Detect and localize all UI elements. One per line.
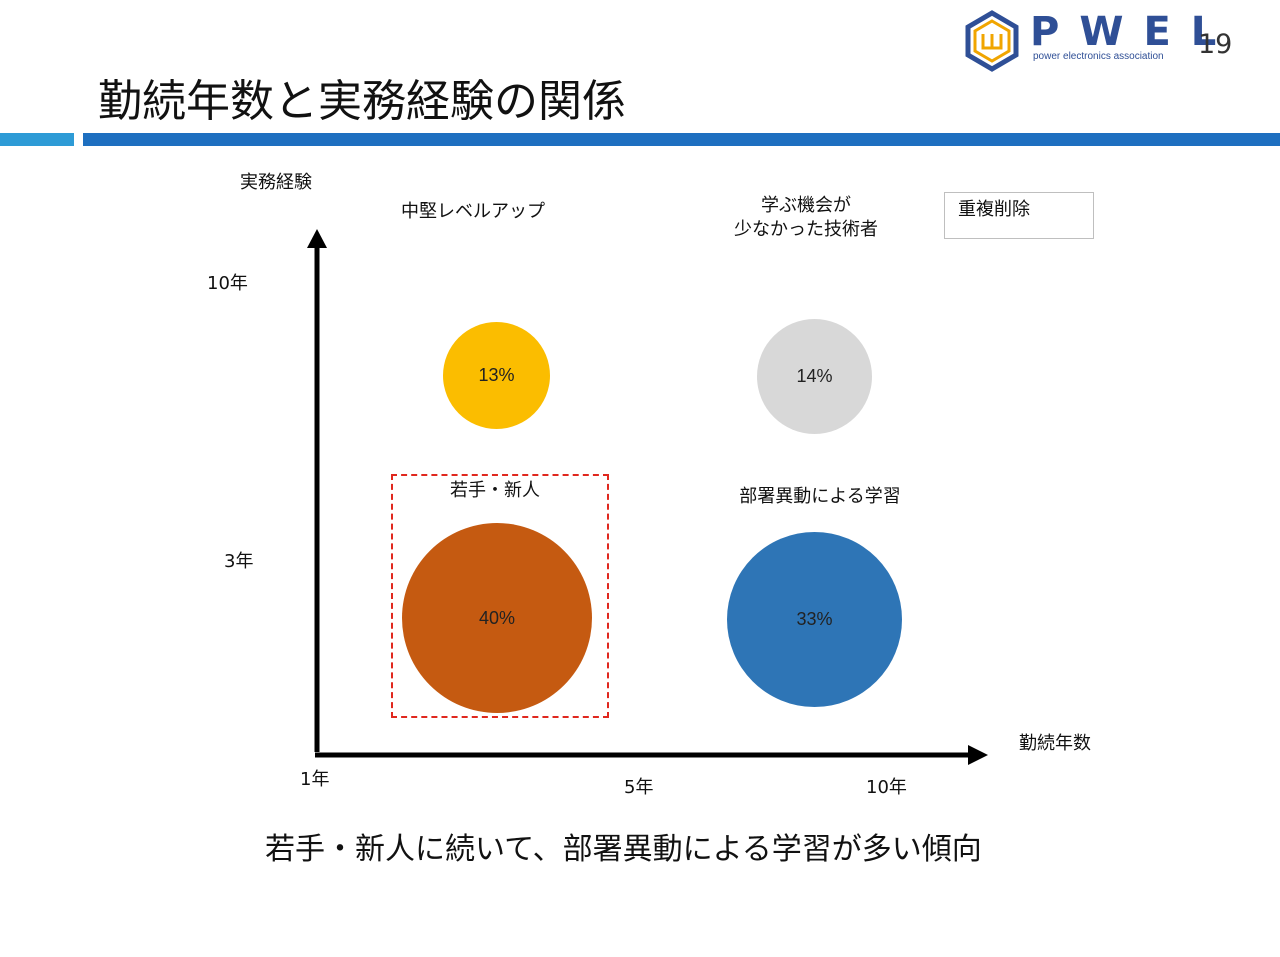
quadrant-label-dept-transfer: 部署異動による学習 (739, 486, 901, 507)
bubble-young-new: 40% (402, 523, 592, 713)
accent-bar-main (83, 133, 1280, 146)
highlight-dashed-box (391, 474, 609, 718)
quadrant-label-mid-level-up: 中堅レベルアップ (401, 201, 545, 222)
dedup-note-box (944, 192, 1094, 239)
dedup-note-text: 重複削除 (958, 199, 1030, 220)
y-tick-3: 3年 (224, 551, 254, 572)
quadrant-label-few-opportunities: 学ぶ機会が 少なかった技術者 (734, 195, 878, 240)
y-tick-10: 10年 (207, 273, 248, 294)
x-tick-1: 1年 (300, 769, 330, 790)
x-tick-10: 10年 (866, 777, 907, 798)
page-number: 19 (1198, 29, 1233, 60)
bubble-few-opportunities: 14% (757, 319, 872, 434)
quadrant-label-young-new: 若手・新人 (450, 480, 540, 501)
logo-tagline: power electronics association (1033, 51, 1164, 62)
bubble-value: 14% (796, 366, 833, 386)
pwel-logo (965, 10, 1019, 72)
bubble-value: 33% (796, 609, 833, 629)
x-tick-5: 5年 (624, 777, 654, 798)
conclusion-text: 若手・新人に続いて、部署異動による学習が多い傾向 (265, 832, 982, 867)
bubble-mid-level-up: 13% (443, 322, 550, 429)
x-axis-label: 勤続年数 (1019, 733, 1091, 754)
bubble-dept-transfer: 33% (727, 532, 902, 707)
slide-title: 勤続年数と実務経験の関係 (98, 76, 626, 127)
y-axis-arrow (307, 229, 327, 248)
bubble-value: 13% (478, 365, 515, 385)
logo-wordmark: PWEL (1030, 9, 1237, 55)
y-axis-label: 実務経験 (240, 172, 312, 193)
bubble-value: 40% (478, 607, 516, 628)
accent-bar-left (0, 133, 74, 146)
x-axis-arrow (968, 745, 988, 765)
